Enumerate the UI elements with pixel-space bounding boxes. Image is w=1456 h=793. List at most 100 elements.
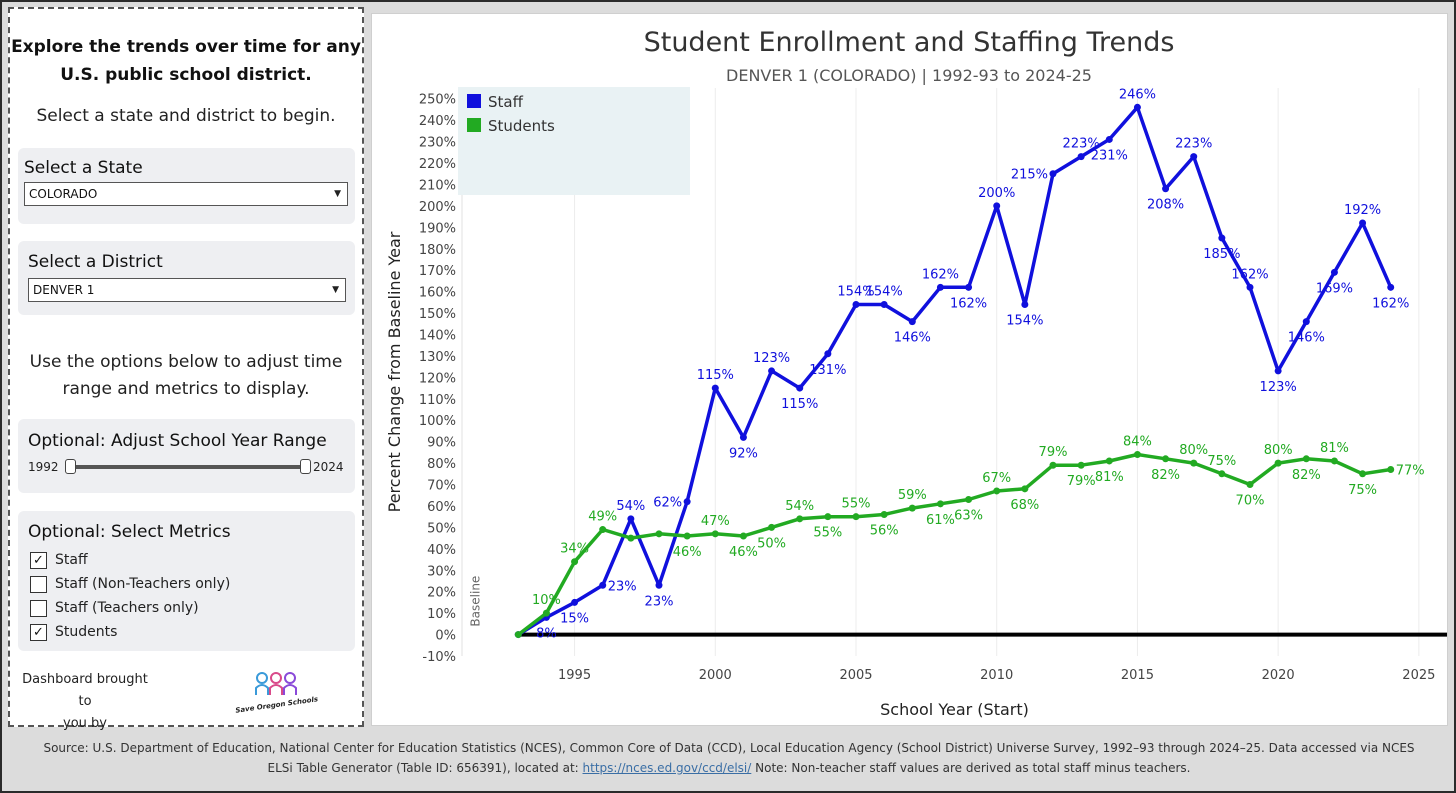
staff-data-point bbox=[824, 350, 832, 358]
save-oregon-schools-logo[interactable]: Save Oregon Schools bbox=[232, 669, 322, 713]
options-instructions: Use the options below to adjust time ran… bbox=[10, 349, 362, 403]
students-data-point bbox=[627, 534, 635, 542]
staff-data-point bbox=[711, 384, 719, 392]
y-tick-label: 110% bbox=[419, 393, 456, 408]
y-tick-label: 60% bbox=[427, 500, 456, 515]
x-tick-label: 2000 bbox=[699, 668, 732, 683]
y-tick-label: 210% bbox=[419, 178, 456, 193]
staff-data-label: 162% bbox=[922, 267, 959, 282]
students-data-point bbox=[1021, 485, 1029, 493]
students-data-point bbox=[768, 523, 776, 531]
state-label: Select a State bbox=[24, 158, 143, 178]
students-data-label: 75% bbox=[1348, 483, 1377, 498]
source-footer: Source: U.S. Department of Education, Na… bbox=[4, 730, 1454, 791]
legend-label: Students bbox=[488, 117, 555, 135]
y-tick-label: 220% bbox=[419, 157, 456, 172]
staff-data-point bbox=[627, 515, 635, 523]
y-axis-title: Percent Change from Baseline Year bbox=[385, 231, 404, 512]
staff-data-point bbox=[655, 581, 663, 589]
metric-staff[interactable]: ✓ Staff bbox=[30, 550, 88, 570]
staff-data-label: 162% bbox=[1231, 267, 1268, 282]
students-data-label: 34% bbox=[560, 542, 589, 557]
metrics-card: Optional: Select Metrics bbox=[18, 511, 355, 651]
staff-data-label: 223% bbox=[1063, 137, 1100, 152]
district-label: Select a District bbox=[28, 252, 163, 272]
y-tick-label: 190% bbox=[419, 221, 456, 236]
staff-series-line bbox=[517, 105, 1393, 637]
students-data-label: 70% bbox=[1236, 494, 1265, 509]
students-data-label: 80% bbox=[1264, 443, 1293, 458]
staff-data-label: 146% bbox=[894, 331, 931, 346]
state-select[interactable]: COLORADO ▼ bbox=[24, 182, 348, 206]
staff-data-point bbox=[1387, 283, 1395, 291]
y-tick-label: 50% bbox=[427, 521, 456, 536]
staff-data-point bbox=[1049, 170, 1057, 178]
checkbox-icon[interactable] bbox=[30, 599, 47, 617]
students-data-point bbox=[1162, 455, 1170, 463]
checkbox-icon[interactable] bbox=[30, 575, 47, 593]
metric-staff-teachers[interactable]: Staff (Teachers only) bbox=[30, 598, 199, 618]
students-data-point bbox=[908, 504, 916, 512]
staff-data-point bbox=[1190, 153, 1198, 161]
dropdown-arrow-icon: ▼ bbox=[332, 285, 339, 295]
y-tick-label: -10% bbox=[422, 650, 456, 665]
students-data-label: 56% bbox=[870, 524, 899, 539]
checkbox-checked-icon[interactable]: ✓ bbox=[30, 623, 47, 641]
staff-data-point bbox=[852, 300, 860, 308]
students-data-label: 75% bbox=[1207, 454, 1236, 469]
staff-data-label: 154% bbox=[837, 284, 874, 299]
staff-data-point bbox=[1359, 219, 1367, 227]
students-data-point bbox=[1330, 457, 1338, 465]
logo-text: Save Oregon Schools bbox=[235, 695, 319, 713]
students-data-point bbox=[1359, 470, 1367, 478]
staff-data-label: 192% bbox=[1344, 203, 1381, 218]
staff-data-point bbox=[1077, 153, 1085, 161]
staff-data-label: 246% bbox=[1119, 87, 1156, 102]
checkbox-checked-icon[interactable]: ✓ bbox=[30, 551, 47, 569]
x-tick-label: 2025 bbox=[1402, 668, 1435, 683]
students-data-point bbox=[1190, 459, 1198, 467]
footer-line-2: ELSi Table Generator (Table ID: 656391),… bbox=[4, 758, 1454, 778]
students-data-point bbox=[796, 515, 804, 523]
students-data-point bbox=[1387, 466, 1395, 474]
students-series-line bbox=[517, 452, 1391, 636]
source-link[interactable]: https://nces.ed.gov/ccd/elsi/ bbox=[582, 761, 752, 775]
logo-figure-icon bbox=[283, 684, 297, 695]
state-card: Select a State COLORADO ▼ bbox=[18, 148, 355, 224]
students-data-label: 47% bbox=[701, 514, 730, 529]
range-card: Optional: Adjust School Year Range bbox=[18, 419, 355, 493]
students-data-label: 79% bbox=[1039, 445, 1068, 460]
credit-line-1: Dashboard brought to bbox=[22, 672, 148, 709]
district-select[interactable]: DENVER 1 ▼ bbox=[28, 278, 346, 302]
staff-data-point bbox=[796, 384, 804, 392]
staff-data-label: 223% bbox=[1175, 137, 1212, 152]
intro-line-2: U.S. public school district. bbox=[60, 65, 312, 85]
state-select-value: COLORADO bbox=[29, 187, 98, 201]
students-data-label: 55% bbox=[813, 526, 842, 541]
students-data-label: 46% bbox=[729, 545, 758, 560]
slider-max-handle[interactable] bbox=[300, 459, 311, 474]
y-tick-label: 170% bbox=[419, 264, 456, 279]
metric-staff-non-teachers[interactable]: Staff (Non-Teachers only) bbox=[30, 574, 230, 594]
staff-data-point bbox=[1133, 103, 1141, 111]
x-tick-label: 2015 bbox=[1121, 668, 1154, 683]
staff-data-label: 23% bbox=[608, 579, 637, 594]
footer-text: ELSi Table Generator (Table ID: 656391),… bbox=[267, 761, 583, 775]
district-card: Select a District DENVER 1 ▼ bbox=[18, 241, 355, 315]
logo-figure-icon bbox=[284, 672, 296, 684]
staff-data-label: 200% bbox=[978, 186, 1015, 201]
students-data-point bbox=[852, 513, 860, 521]
slider-min-handle[interactable] bbox=[65, 459, 76, 474]
students-data-point bbox=[1049, 461, 1057, 469]
y-tick-label: 70% bbox=[427, 479, 456, 494]
y-tick-label: 160% bbox=[419, 286, 456, 301]
year-range-slider[interactable] bbox=[68, 465, 308, 469]
students-data-label: 82% bbox=[1292, 468, 1321, 483]
staff-data-label: 115% bbox=[697, 368, 734, 383]
students-data-point bbox=[1274, 459, 1282, 467]
students-data-label: 81% bbox=[1095, 470, 1124, 485]
staff-data-label: 215% bbox=[1011, 168, 1048, 183]
staff-data-label: 123% bbox=[1260, 380, 1297, 395]
students-data-point bbox=[936, 500, 944, 508]
metric-students[interactable]: ✓ Students bbox=[30, 622, 117, 642]
